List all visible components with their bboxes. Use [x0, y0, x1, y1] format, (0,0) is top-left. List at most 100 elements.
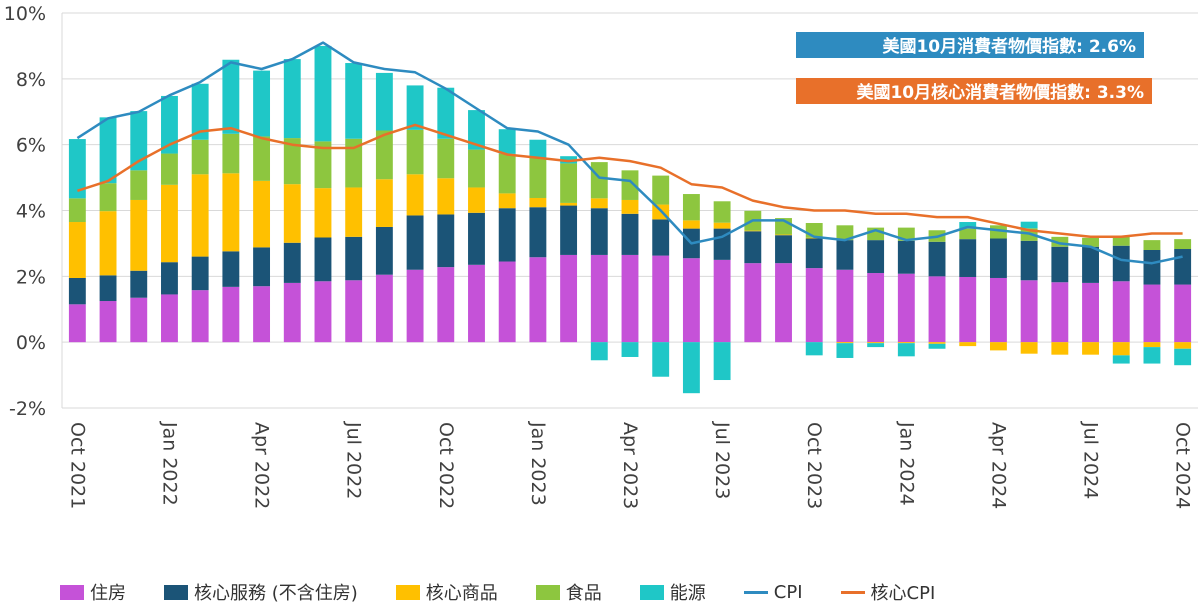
y-tick-label: 10%	[4, 3, 46, 25]
bar-segment	[468, 264, 485, 343]
bar-segment	[805, 342, 823, 356]
bar-segment	[682, 258, 700, 343]
bar-segment	[437, 267, 455, 343]
bar-segment	[1112, 245, 1130, 282]
legend-label: 能源	[669, 583, 706, 604]
bar-segment	[314, 237, 332, 282]
bar-segment	[867, 273, 885, 343]
series-line	[77, 123, 1183, 239]
bar-segment	[1020, 240, 1038, 281]
bar-segment	[590, 162, 608, 199]
bar-segment	[406, 215, 424, 270]
bar-segment	[1020, 221, 1038, 229]
bar-segment	[130, 270, 148, 298]
bar-segment	[406, 129, 424, 175]
bar-segment	[529, 139, 547, 158]
bar-segment	[1112, 355, 1130, 364]
bar-segment	[498, 193, 516, 209]
x-tick-label: Oct 2022	[435, 422, 457, 509]
y-tick-label: 8%	[16, 69, 46, 91]
bar-segment	[805, 237, 823, 239]
bar-segment	[959, 239, 977, 277]
bar-segment	[713, 222, 731, 229]
bar-segment	[437, 178, 455, 215]
bar-segment	[498, 208, 516, 262]
bar-segment	[191, 83, 209, 140]
bar-segment	[836, 240, 854, 270]
bar-segment	[1020, 342, 1038, 354]
bar-segment	[928, 276, 946, 343]
legend-item: CPI	[743, 582, 803, 603]
bar-segment	[283, 184, 301, 243]
legend-label: 核心商品	[425, 583, 498, 604]
axes: 10% 8% 6% 4% 2% 0% -2% Oct 2021 Jan 2022 Apr 2022…	[4, 3, 1194, 509]
bar-segment	[283, 138, 301, 185]
bar-segment	[621, 213, 639, 255]
bar-segment	[713, 201, 731, 223]
bar-segment	[99, 275, 117, 302]
bar-segment	[529, 207, 547, 258]
bar-segment	[345, 187, 363, 237]
bar-segment	[1143, 240, 1161, 250]
x-tick-label: Oct 2023	[803, 422, 825, 509]
bar-segment	[805, 268, 823, 343]
bar-segment	[68, 198, 86, 223]
bar-segment	[253, 247, 271, 287]
bar-segment	[928, 241, 946, 277]
x-tick-label: Jul 2023	[711, 421, 733, 499]
bar-segment	[253, 180, 271, 248]
bar-segment	[590, 254, 608, 343]
bar-segment	[1051, 246, 1069, 283]
x-tick-label: Jul 2022	[343, 421, 365, 499]
bar-segment	[959, 276, 977, 343]
bar-segment	[99, 183, 117, 212]
bar-segment	[1143, 250, 1161, 285]
bar-segment	[928, 343, 946, 349]
x-tick-label: Oct 2021	[66, 422, 88, 509]
bar-segment	[989, 342, 1007, 351]
bar-segment	[468, 212, 485, 265]
bar-segment	[1082, 246, 1099, 283]
bar-segment	[314, 45, 332, 142]
bar-segment	[375, 72, 393, 131]
bar-segment	[959, 222, 977, 229]
bar-segment	[1082, 282, 1099, 343]
bar-segment	[375, 130, 393, 180]
bar-segment	[1174, 239, 1192, 250]
bar-segment	[498, 129, 516, 154]
x-tick-label: Apr 2023	[619, 422, 641, 509]
legend-item: 食品	[535, 579, 602, 605]
bar-segment	[345, 280, 363, 343]
bar-segment	[867, 343, 885, 348]
bar-segment	[253, 70, 271, 137]
bar-segment	[682, 220, 700, 229]
bar-segment	[590, 342, 608, 361]
bar-segment	[222, 173, 240, 252]
bar-segment	[375, 179, 393, 227]
bar-segment	[560, 254, 578, 343]
legend-label: 核心CPI	[870, 583, 936, 604]
bar-segment	[590, 198, 608, 209]
bar-segment	[406, 174, 424, 216]
x-tick-label: Oct 2024	[1172, 422, 1194, 509]
bar-segment	[406, 269, 424, 343]
bar-segment	[897, 273, 915, 343]
bar-segment	[621, 170, 639, 200]
bar-segment	[529, 257, 547, 343]
y-tick-label: -2%	[9, 398, 46, 420]
x-tick-label: Jul 2024	[1080, 421, 1102, 499]
x-tick-label: Apr 2022	[251, 422, 273, 509]
bars	[68, 45, 1192, 394]
bar-segment	[1051, 236, 1069, 247]
bar-segment	[130, 199, 148, 271]
bar-segment	[713, 342, 731, 381]
bar-segment	[1143, 347, 1161, 364]
x-tick-label: Jan 2023	[527, 421, 549, 506]
bar-segment	[989, 277, 1007, 343]
bar-segment	[713, 259, 731, 343]
bar-segment	[621, 254, 639, 343]
bar-segment	[283, 282, 301, 343]
bar-segment	[437, 214, 455, 268]
bar-segment	[130, 111, 148, 171]
